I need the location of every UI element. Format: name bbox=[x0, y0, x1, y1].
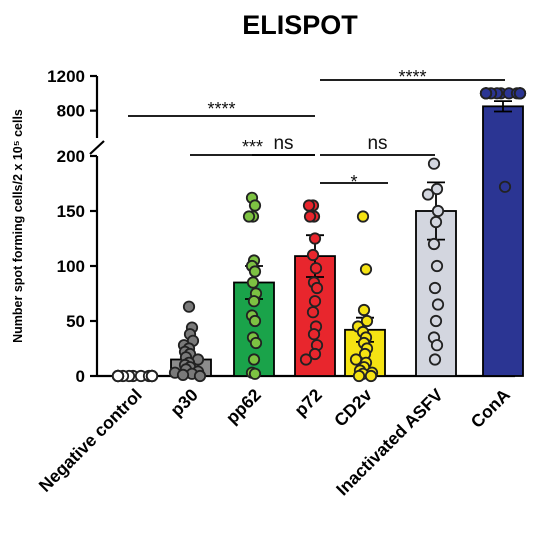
y-tick-label: 0 bbox=[76, 367, 85, 386]
y-tick-label: 50 bbox=[66, 312, 85, 331]
data-point bbox=[176, 368, 190, 381]
x-tick-label: ConA bbox=[467, 384, 514, 431]
data-point bbox=[431, 204, 445, 218]
data-point bbox=[357, 303, 371, 317]
data-point bbox=[479, 87, 493, 100]
significance-annotations: ******* ns****ns* bbox=[128, 67, 505, 192]
data-point bbox=[309, 262, 323, 275]
data-point bbox=[359, 263, 373, 276]
data-point bbox=[430, 182, 444, 196]
data-point bbox=[247, 295, 261, 308]
data-point bbox=[428, 281, 442, 295]
x-tick-label: pp62 bbox=[222, 385, 265, 428]
significance-label: *** bbox=[242, 137, 263, 157]
data-point bbox=[513, 87, 527, 100]
data-point bbox=[430, 259, 444, 273]
data-point bbox=[302, 199, 316, 212]
data-point bbox=[247, 353, 261, 366]
data-point bbox=[360, 314, 374, 328]
significance-label: ns bbox=[273, 133, 293, 154]
significance-label: ns bbox=[367, 133, 387, 154]
data-point bbox=[431, 298, 445, 311]
y-tick-label: 200 bbox=[57, 147, 85, 166]
data-point bbox=[249, 336, 263, 350]
data-point bbox=[310, 281, 324, 295]
data-point bbox=[430, 339, 444, 352]
data-point bbox=[248, 367, 262, 380]
data-point bbox=[429, 314, 443, 328]
significance-label: * bbox=[350, 172, 357, 192]
data-point bbox=[428, 353, 442, 366]
data-point bbox=[356, 210, 370, 223]
data-point bbox=[427, 157, 441, 170]
data-point bbox=[308, 295, 322, 308]
data-point bbox=[246, 276, 260, 289]
x-tick-label: p30 bbox=[166, 384, 202, 420]
data-point bbox=[427, 237, 441, 251]
data-point bbox=[145, 369, 159, 383]
significance-label: **** bbox=[207, 99, 235, 119]
y-tick-label: 800 bbox=[57, 102, 85, 121]
category-labels: Negative control p30 pp62 p72 CD2vInactivate… bbox=[35, 384, 514, 499]
axis-break-mark bbox=[89, 140, 105, 155]
data-point bbox=[182, 300, 196, 313]
bar-cona bbox=[482, 105, 524, 377]
y-tick-label: 150 bbox=[57, 202, 85, 221]
data-point bbox=[429, 215, 443, 229]
data-point bbox=[299, 353, 313, 366]
chart-title: ELISPOT bbox=[242, 10, 358, 40]
data-point bbox=[364, 369, 378, 383]
data-points bbox=[111, 87, 527, 383]
x-tick-label: Negative control bbox=[35, 385, 146, 496]
data-point bbox=[307, 328, 321, 341]
data-point bbox=[421, 188, 435, 201]
data-point bbox=[193, 369, 207, 383]
data-point bbox=[352, 369, 366, 383]
data-point bbox=[248, 314, 262, 328]
data-point bbox=[248, 265, 262, 278]
data-point bbox=[306, 306, 320, 319]
significance-label: **** bbox=[398, 67, 426, 87]
x-tick-label: CD2v bbox=[330, 385, 376, 431]
data-point bbox=[111, 369, 125, 383]
data-point bbox=[248, 199, 262, 212]
y-tick-label: 1200 bbox=[47, 67, 85, 86]
data-point bbox=[242, 210, 256, 223]
data-point bbox=[498, 180, 512, 193]
x-tick-label: p72 bbox=[290, 384, 326, 420]
data-point bbox=[303, 210, 317, 223]
data-point bbox=[306, 248, 320, 262]
data-point bbox=[308, 347, 322, 361]
y-axis-label: Number spot forming cells/2 x 10⁵ cells bbox=[11, 109, 25, 343]
data-point bbox=[308, 232, 322, 245]
y-tick-label: 100 bbox=[57, 257, 85, 276]
